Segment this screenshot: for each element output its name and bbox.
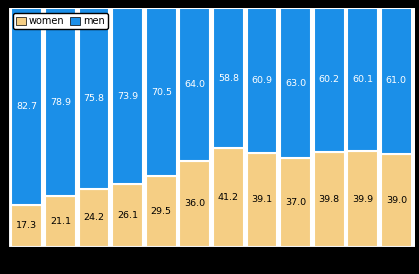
Bar [280,8,311,158]
Bar [79,189,109,247]
Text: 64.0: 64.0 [184,80,205,89]
Text: 75.8: 75.8 [83,94,104,103]
Text: 58.8: 58.8 [218,74,239,83]
Text: 39.8: 39.8 [318,195,340,204]
Bar [381,154,412,247]
Bar [314,152,344,247]
Text: 78.9: 78.9 [50,98,71,107]
Bar [45,196,76,247]
Text: 37.0: 37.0 [285,198,306,207]
Text: 24.2: 24.2 [83,213,104,222]
Text: 73.9: 73.9 [117,92,138,101]
Bar [314,8,344,152]
Text: 29.5: 29.5 [151,207,172,216]
Text: 60.9: 60.9 [251,76,272,85]
Bar [213,149,244,247]
Bar [280,158,311,247]
Text: 39.0: 39.0 [386,196,407,205]
Text: 70.5: 70.5 [151,88,172,97]
Bar [246,153,277,247]
Text: 41.2: 41.2 [218,193,239,202]
Bar [146,8,177,176]
Bar [45,8,76,196]
Bar [11,205,42,247]
Bar [79,8,109,189]
Text: 21.1: 21.1 [50,217,71,226]
Text: 60.1: 60.1 [352,75,373,84]
Bar [11,8,42,205]
Text: 60.2: 60.2 [319,75,340,84]
Bar [381,8,412,154]
Text: 36.0: 36.0 [184,199,205,208]
Text: 39.1: 39.1 [251,195,272,204]
Text: 17.3: 17.3 [16,221,37,230]
Text: 82.7: 82.7 [16,102,37,111]
Bar [179,8,210,161]
Text: 61.0: 61.0 [386,76,407,85]
Bar [246,8,277,153]
Bar [179,161,210,247]
Text: 39.9: 39.9 [352,195,373,204]
Legend: women, men: women, men [13,13,108,29]
Bar [112,8,143,184]
Text: 63.0: 63.0 [285,79,306,88]
Bar [146,176,177,247]
Bar [112,184,143,247]
Bar [347,8,378,152]
Bar [347,152,378,247]
Text: 26.1: 26.1 [117,211,138,220]
Bar [213,8,244,149]
